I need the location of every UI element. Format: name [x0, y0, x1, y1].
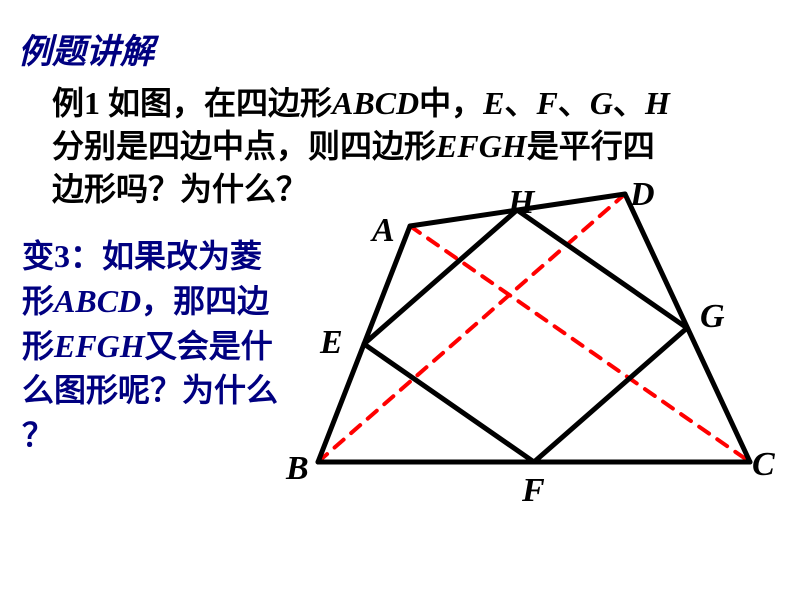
sep: 、 [613, 85, 645, 121]
txt: 形 [22, 283, 54, 319]
H: H [645, 85, 670, 121]
label-A: A [372, 212, 395, 250]
variant-text: 变3：如果改为菱 形ABCD，那四边 形EFGH又会是什 么图形呢？为什么 ？ [22, 234, 282, 458]
txt: ，那四边 [141, 283, 269, 319]
label-C: C [752, 446, 775, 484]
txt: 分别是四边中点，则四边形 [52, 128, 436, 164]
F: F [537, 85, 558, 121]
txt: 形 [22, 328, 54, 364]
label-B: B [286, 450, 309, 488]
label-E: E [320, 324, 343, 362]
txt: 变3：如果改为菱 [22, 238, 262, 274]
txt: 么图形呢？为什么 [22, 372, 278, 408]
label-D: D [630, 176, 655, 214]
sep: 、 [505, 85, 537, 121]
E: E [483, 85, 504, 121]
G: G [590, 85, 613, 121]
section-title: 例题讲解 [18, 24, 154, 73]
txt: ？ [22, 417, 54, 453]
txt: 例1 如图，在四边形 [52, 85, 332, 121]
label-G: G [700, 298, 725, 336]
txt: 又会是什 [145, 328, 273, 364]
txt: 边形吗？为什么？ [52, 171, 308, 207]
efgh: EFGH [54, 328, 145, 364]
label-H: H [508, 184, 534, 222]
diagram-svg [290, 180, 780, 580]
geometry-diagram: A D H E G B F C [290, 180, 780, 580]
txt: 中， [419, 85, 483, 121]
txt: 是平行四 [527, 128, 655, 164]
abcd: ABCD [54, 283, 141, 319]
efgh: EFGH [436, 128, 527, 164]
label-F: F [522, 472, 545, 510]
sep: 、 [558, 85, 590, 121]
abcd: ABCD [332, 85, 419, 121]
